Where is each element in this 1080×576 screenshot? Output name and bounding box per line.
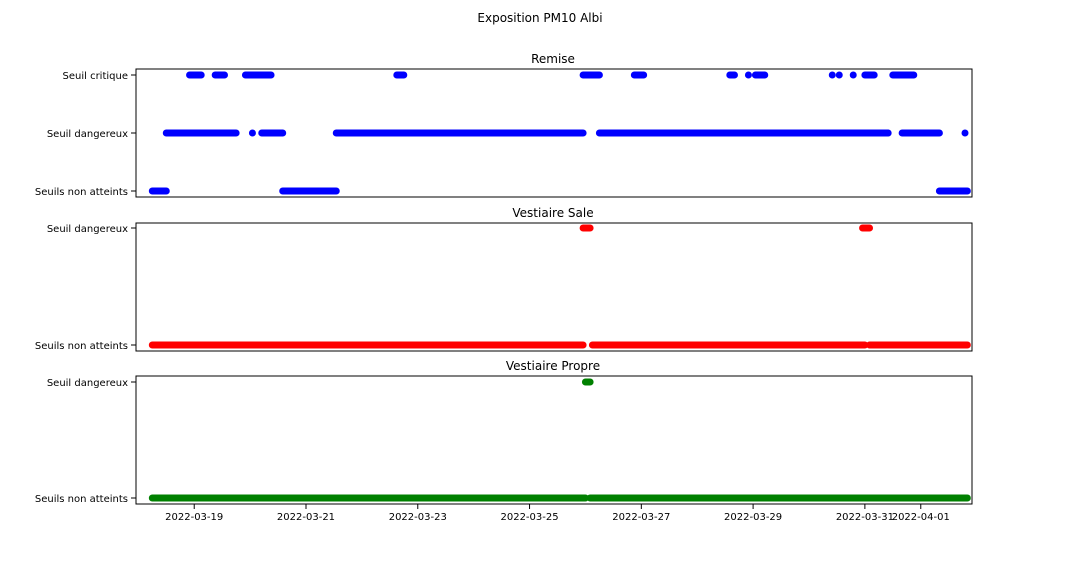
panel-vestiaire-propre: Vestiaire Propre Seuils non atteints Seu… <box>35 359 973 505</box>
points-remise <box>148 71 971 195</box>
xtick-label-1: 2022-03-21 <box>277 512 335 523</box>
panel-vestiaire-sale: Vestiaire Sale Seuils non atteints Seuil… <box>35 206 973 352</box>
points-vestiaire-propre <box>148 378 971 502</box>
ytick-label-propre-1: Seuil dangereux <box>47 378 128 389</box>
panel-remise: Remise Seuils non atteints Seuil dangere… <box>35 52 973 198</box>
xtick-label-6: 2022-03-31 <box>836 512 894 523</box>
panel-title-vestiaire-propre: Vestiaire Propre <box>506 359 600 373</box>
xtick-label-7: 2022-04-01 <box>892 512 950 523</box>
axes-frame-vestiaire-sale <box>135 222 973 352</box>
xtick-label-0: 2022-03-19 <box>165 512 223 523</box>
xtick-label-5: 2022-03-29 <box>724 512 782 523</box>
ytick-label-propre-0: Seuils non atteints <box>35 494 128 505</box>
ytick-label-remise-2: Seuil critique <box>63 71 129 82</box>
ytick-label-sale-0: Seuils non atteints <box>35 341 128 352</box>
panel-title-vestiaire-sale: Vestiaire Sale <box>512 206 593 220</box>
figure-title: Exposition PM10 Albi <box>477 11 602 25</box>
xtick-label-3: 2022-03-25 <box>500 512 558 523</box>
x-axis: 2022-03-19 2022-03-21 2022-03-23 2022-03-25… <box>165 504 950 523</box>
ytick-label-sale-1: Seuil dangereux <box>47 224 128 235</box>
xtick-label-2: 2022-03-23 <box>389 512 447 523</box>
xtick-label-4: 2022-03-27 <box>612 512 670 523</box>
ytick-label-remise-1: Seuil dangereux <box>47 129 128 140</box>
axes-frame-vestiaire-propre <box>135 375 973 505</box>
panel-title-remise: Remise <box>531 52 575 66</box>
points-vestiaire-sale <box>148 224 971 349</box>
ytick-label-remise-0: Seuils non atteints <box>35 187 128 198</box>
